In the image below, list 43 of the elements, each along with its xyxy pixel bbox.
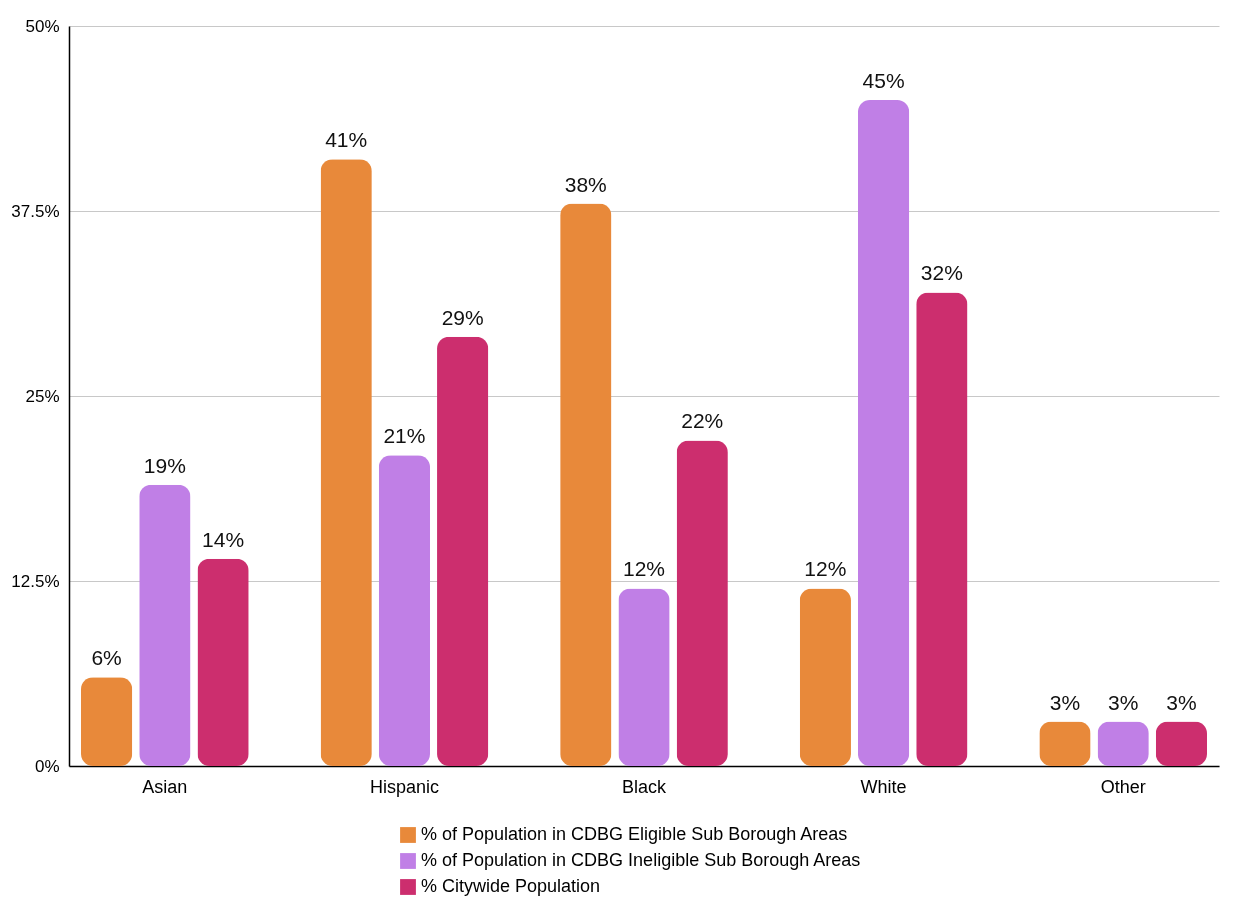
legend-label: % of Population in CDBG Ineligible Sub Borough Areas	[421, 850, 861, 870]
x-tick-label: Black	[621, 776, 668, 797]
bar	[378, 455, 431, 766]
bar	[320, 159, 372, 766]
y-tick-label: 12.5%	[11, 571, 60, 591]
x-tick-label: Hispanic	[369, 776, 439, 797]
y-tick-label: 50%	[25, 16, 60, 36]
bar	[560, 203, 612, 766]
data-label: 3%	[1049, 690, 1081, 714]
data-label: 3%	[1166, 690, 1197, 714]
bar	[80, 677, 133, 766]
data-label: 12%	[622, 557, 666, 581]
data-label: 29%	[441, 305, 484, 329]
y-tick-label: 25%	[25, 386, 60, 406]
x-tick-label: Asian	[142, 776, 188, 797]
data-label: 22%	[681, 409, 724, 433]
y-tick-label: 0%	[34, 756, 60, 776]
data-label: 21%	[383, 424, 426, 448]
data-label: 41%	[325, 128, 368, 152]
x-tick-label: Other	[1100, 776, 1146, 797]
bar	[139, 484, 191, 766]
data-label: 38%	[564, 172, 607, 196]
bar	[676, 440, 728, 766]
bar	[618, 588, 670, 766]
bar	[1155, 721, 1208, 766]
data-label: 12%	[804, 557, 847, 581]
bar	[437, 336, 489, 766]
x-tick-label: White	[860, 776, 907, 797]
data-label: 45%	[862, 69, 905, 92]
y-tick-label: 37.5%	[11, 201, 60, 221]
bar	[197, 558, 249, 766]
legend-label: % of Population in CDBG Eligible Sub Borough Areas	[421, 824, 848, 844]
data-label: 19%	[143, 453, 186, 477]
bar	[1039, 721, 1091, 766]
bar	[799, 588, 851, 766]
data-label: 32%	[920, 261, 963, 285]
bar	[916, 292, 968, 766]
data-label: 6%	[91, 646, 122, 670]
data-label: 14%	[202, 527, 245, 551]
bar	[857, 100, 910, 766]
legend-label: % Citywide Population	[421, 876, 601, 896]
data-label: 3%	[1107, 690, 1139, 714]
bar	[1097, 721, 1149, 766]
